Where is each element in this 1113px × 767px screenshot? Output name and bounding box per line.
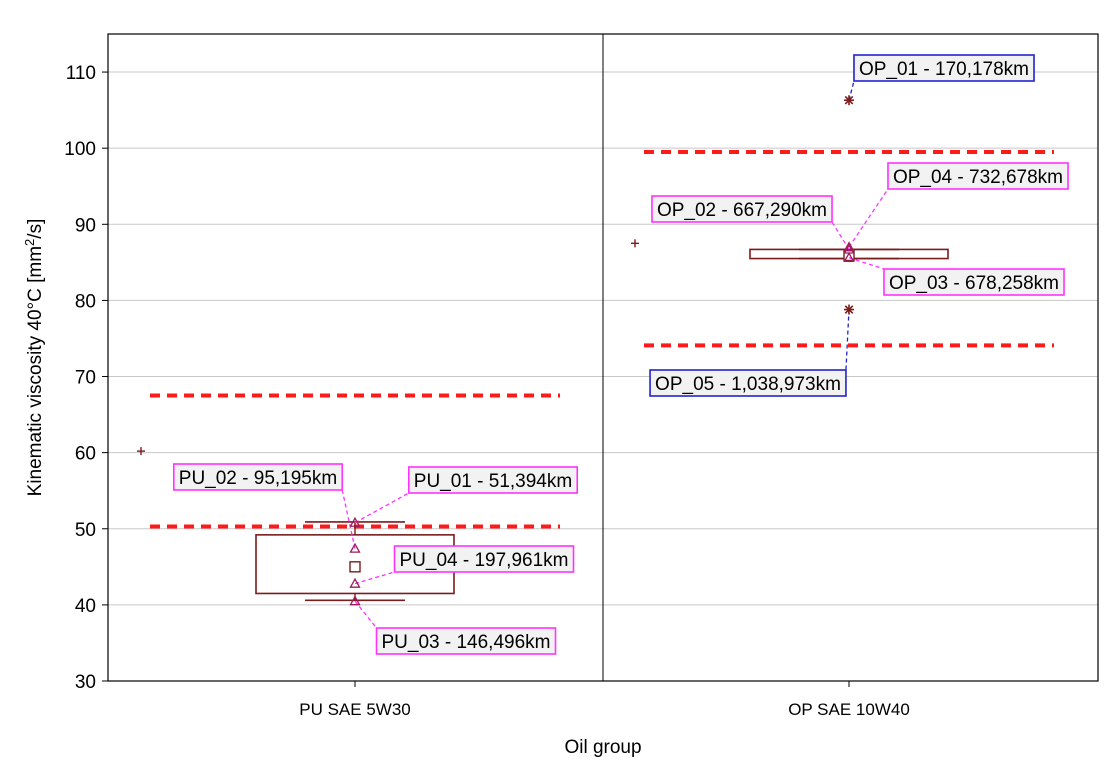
triangle-marker-0-0 xyxy=(349,516,361,527)
annotation-box-1-3 xyxy=(887,162,1069,190)
point-annotations: PU_01 - 51,394km PU_02 - 95,195km PU_03 - … xyxy=(172,54,1069,655)
box-plots xyxy=(255,248,949,602)
y-tick-label-90: 90 xyxy=(75,215,96,236)
y-axis-title: Kinematic viscosity 40°C [mm2/s] xyxy=(22,219,47,497)
leader-line-0-2 xyxy=(354,600,378,629)
triangle-marker-0-2 xyxy=(349,595,361,606)
annotation-box-1-0 xyxy=(853,54,1035,82)
x-axis-title: Oil group xyxy=(564,737,641,758)
leader-line-1-0 xyxy=(848,80,855,101)
y-tick-label-70: 70 xyxy=(75,368,96,389)
leader-line-1-4 xyxy=(845,309,850,371)
leader-line-0-3 xyxy=(354,571,395,585)
y-axis-title-superscript: 2 xyxy=(22,239,37,246)
leader-line-0-1 xyxy=(341,489,356,549)
annotation-text-0-2: PU_03 - 146,496km xyxy=(382,632,551,653)
annotation-text-1-3: OP_04 - 732,678km xyxy=(893,167,1063,188)
x-category-label-0: PU SAE 5W30 xyxy=(299,700,411,719)
annotation-text-1-1: OP_02 - 667,290km xyxy=(657,200,827,221)
y-axis-title-main: Kinematic viscosity 40°C [mm xyxy=(25,246,46,496)
annotation-text-0-0: PU_01 - 51,394km xyxy=(414,471,572,492)
annotation-box-1-4 xyxy=(649,369,847,397)
annotation-text-0-3: PU_04 - 197,961km xyxy=(400,550,569,571)
x-axis: PU SAE 5W30 OP SAE 10W40 xyxy=(299,681,910,719)
triangle-marker-1-3 xyxy=(843,241,855,252)
y-axis-title-end: /s] xyxy=(25,219,46,239)
star-marker-d-1-4 xyxy=(844,305,854,314)
annotation-box-0-2 xyxy=(375,627,557,655)
limit-lines xyxy=(150,149,1054,529)
triangle-marker-0-3 xyxy=(349,577,361,588)
y-tick-label-110: 110 xyxy=(66,63,96,84)
annotation-leaders xyxy=(341,80,889,629)
annotation-box-0-0 xyxy=(407,466,579,494)
annotation-text-1-2: OP_03 - 678,258km xyxy=(889,273,1059,294)
triangle-marker-1-2 xyxy=(843,251,855,263)
annotation-box-1-1 xyxy=(651,195,833,223)
annotation-text-0-1: PU_02 - 95,195km xyxy=(179,468,337,489)
leader-line-1-1 xyxy=(831,221,850,250)
annotation-box-0-1 xyxy=(172,463,344,491)
leader-line-0-0 xyxy=(354,492,410,524)
star-marker-d-1-0 xyxy=(844,95,854,105)
y-axis: 30 40 50 60 70 80 90 100 110 xyxy=(64,63,108,693)
triangle-marker-0-1 xyxy=(349,542,361,553)
point-markers xyxy=(137,95,855,606)
y-tick-label-50: 50 xyxy=(75,520,96,541)
annotation-text-1-4: OP_05 - 1,038,973km xyxy=(655,374,841,395)
leader-line-1-2 xyxy=(848,257,885,270)
annotation-box-1-2 xyxy=(883,268,1065,296)
annotation-text-1-0: OP_01 - 170,178km xyxy=(859,59,1029,80)
y-tick-label-80: 80 xyxy=(75,291,96,312)
median-marker-0 xyxy=(349,561,361,573)
y-tick-label-40: 40 xyxy=(75,596,96,617)
y-tick-label-30: 30 xyxy=(75,672,96,693)
x-category-label-1: OP SAE 10W40 xyxy=(788,700,910,719)
y-tick-label-60: 60 xyxy=(75,444,96,465)
y-tick-label-100: 100 xyxy=(64,139,96,160)
leader-line-1-3 xyxy=(848,188,889,248)
annotation-box-0-3 xyxy=(393,545,575,573)
